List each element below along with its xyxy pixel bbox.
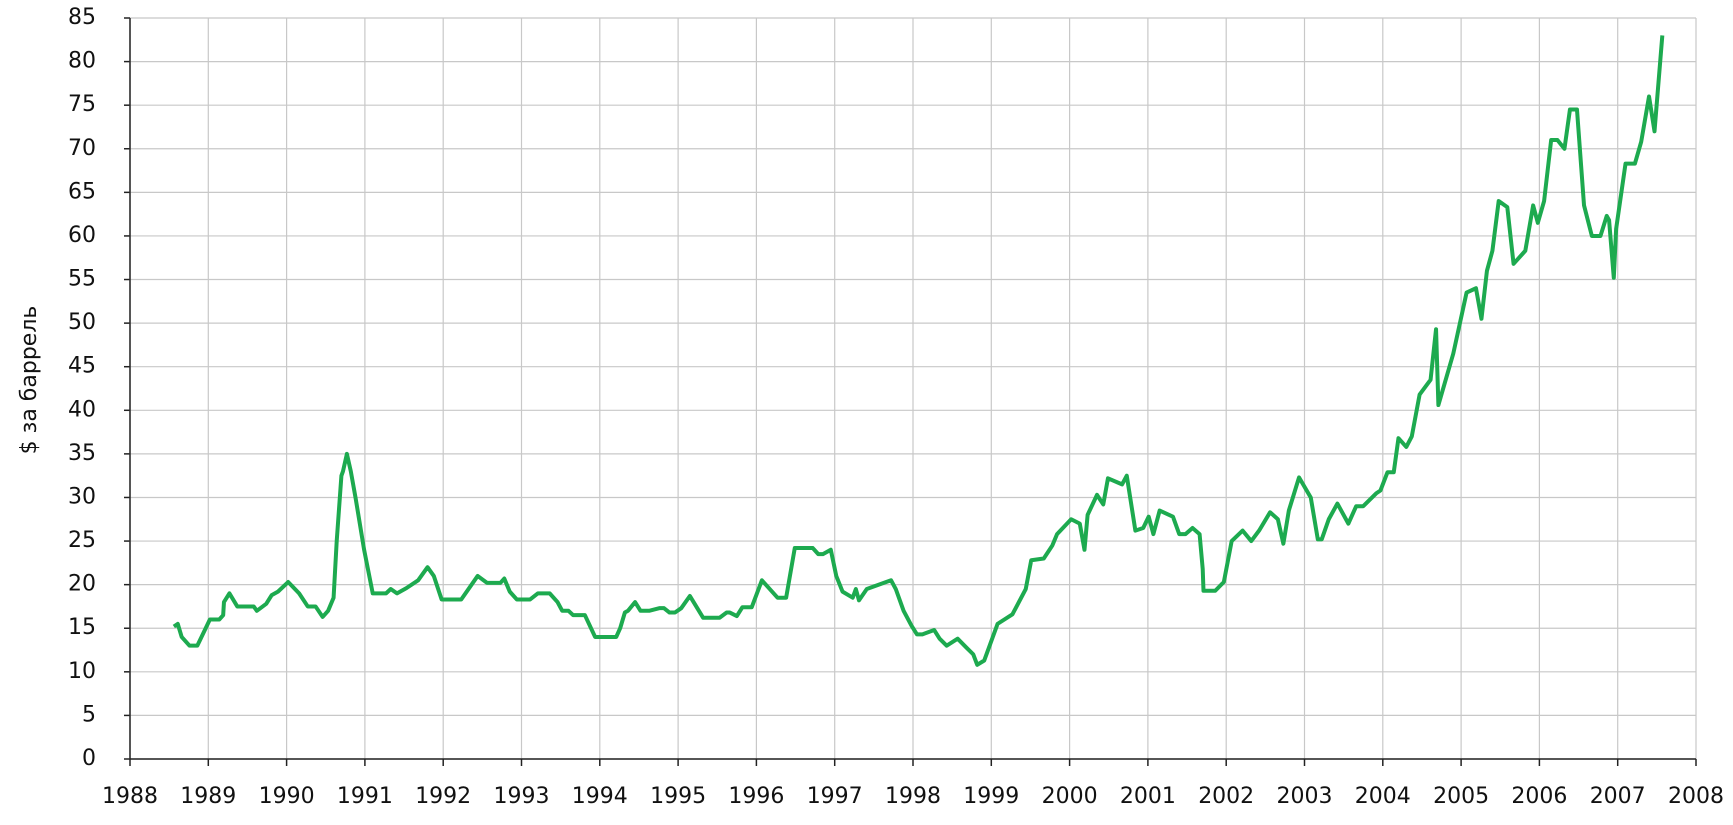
x-tick-label: 1993 xyxy=(494,784,550,809)
price-line xyxy=(172,35,1665,667)
x-tick-label: 2005 xyxy=(1433,784,1489,809)
y-tick-label: 40 xyxy=(68,397,96,422)
y-tick-label: 45 xyxy=(68,354,96,379)
x-tick-label: 1999 xyxy=(963,784,1019,809)
y-tick-label: 35 xyxy=(68,441,96,466)
x-tick-label: 1995 xyxy=(650,784,706,809)
x-tick-label: 2002 xyxy=(1198,784,1254,809)
y-tick-label: 5 xyxy=(82,702,96,727)
y-tick-label: 55 xyxy=(68,267,96,292)
x-tick-label: 2001 xyxy=(1120,784,1176,809)
x-tick-label: 1990 xyxy=(259,784,315,809)
x-tick-label: 1991 xyxy=(337,784,393,809)
y-tick-label: 30 xyxy=(68,484,96,509)
y-tick-label: 75 xyxy=(68,92,96,117)
y-axis-title: $ за баррель xyxy=(17,306,42,455)
y-tick-label: 60 xyxy=(68,223,96,248)
x-tick-label: 1996 xyxy=(728,784,784,809)
x-tick-label: 2000 xyxy=(1042,784,1098,809)
x-tick-label: 2006 xyxy=(1511,784,1567,809)
x-tick-label: 1994 xyxy=(572,784,628,809)
y-tick-label: 65 xyxy=(68,179,96,204)
y-tick-label: 20 xyxy=(68,572,96,597)
x-tick-label: 1989 xyxy=(180,784,236,809)
x-tick-label: 2003 xyxy=(1277,784,1333,809)
y-tick-label: 10 xyxy=(68,659,96,684)
x-tick-label: 2008 xyxy=(1668,784,1724,809)
y-tick-label: 85 xyxy=(68,5,96,30)
y-tick-label: 70 xyxy=(68,136,96,161)
y-tick-label: 50 xyxy=(68,310,96,335)
x-tick-label: 1988 xyxy=(102,784,158,809)
y-tick-label: 15 xyxy=(68,615,96,640)
x-tick-label: 1998 xyxy=(885,784,941,809)
y-tick-label: 80 xyxy=(68,49,96,74)
x-tick-label: 2007 xyxy=(1590,784,1646,809)
x-tick-label: 1992 xyxy=(415,784,471,809)
y-tick-label: 0 xyxy=(82,746,96,771)
x-tick-label: 2004 xyxy=(1355,784,1411,809)
y-tick-label: 25 xyxy=(68,528,96,553)
x-tick-label: 1997 xyxy=(807,784,863,809)
